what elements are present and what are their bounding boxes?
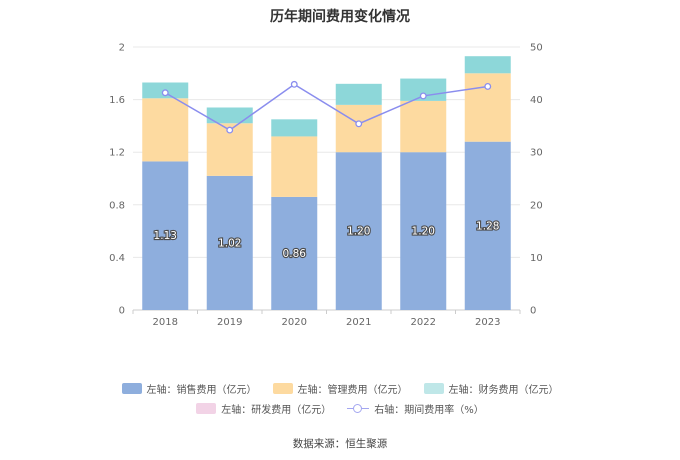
line-point bbox=[484, 82, 492, 90]
legend-label-rnd: 左轴：研发费用（亿元） bbox=[221, 404, 332, 416]
y-right-tick-label: 10 bbox=[530, 253, 543, 264]
line-point bbox=[419, 92, 427, 100]
legend-label-sales: 左轴：销售费用（亿元） bbox=[146, 384, 257, 396]
x-tick-label: 2020 bbox=[282, 317, 307, 328]
bar-data-label: 1.20 bbox=[347, 226, 370, 238]
legend-swatch-admin bbox=[272, 382, 293, 394]
bar-segment-2 bbox=[464, 56, 511, 74]
legend-item-rnd[interactable]: 左轴：研发费用（亿元） bbox=[196, 401, 331, 416]
y-left-tick-label: 1.2 bbox=[109, 148, 125, 159]
bar-segment-0 bbox=[142, 161, 189, 310]
bar-segment-0 bbox=[400, 152, 447, 310]
legend-row-2: 左轴：研发费用（亿元） 右轴：期间费用率（%） bbox=[0, 398, 680, 418]
legend-swatch-rnd bbox=[196, 402, 217, 414]
line-point bbox=[161, 89, 169, 97]
bar-segment-2 bbox=[335, 83, 382, 105]
x-tick-label: 2023 bbox=[475, 317, 500, 328]
bar-data-label: 1.02 bbox=[218, 237, 241, 249]
x-tick-label: 2022 bbox=[411, 317, 436, 328]
bar-data-label: 1.20 bbox=[412, 226, 435, 238]
bar-segment-0 bbox=[464, 141, 511, 310]
line-point bbox=[226, 126, 234, 134]
y-left-tick-label: 1.6 bbox=[109, 95, 125, 106]
legend-item-finance[interactable]: 左轴：财务费用（亿元） bbox=[423, 381, 559, 396]
chart-title: 历年期间费用变化情况 bbox=[270, 9, 410, 25]
bar-data-label: 0.86 bbox=[283, 248, 307, 260]
y-left-tick-label: 2 bbox=[119, 43, 125, 54]
bar-segment-1 bbox=[142, 98, 189, 162]
legend-swatch-finance bbox=[423, 382, 444, 394]
x-tick-label: 2021 bbox=[346, 317, 371, 328]
bar-segment-0 bbox=[271, 196, 318, 310]
y-right-tick-label: 0 bbox=[530, 306, 536, 317]
y-right-tick-label: 20 bbox=[530, 200, 543, 211]
source-note: 数据来源：恒生聚源 bbox=[292, 438, 388, 450]
legend-label-finance: 左轴：财务费用（亿元） bbox=[448, 384, 559, 396]
bar-segment-0 bbox=[335, 152, 382, 310]
legend-item-admin[interactable]: 左轴：管理费用（亿元） bbox=[272, 381, 408, 396]
x-tick-label: 2019 bbox=[217, 317, 242, 328]
y-left-tick-label: 0 bbox=[119, 306, 125, 317]
bar-data-label: 1.28 bbox=[476, 220, 499, 232]
y-right-tick-label: 40 bbox=[530, 95, 543, 106]
y-left-tick-label: 0.8 bbox=[109, 200, 125, 211]
x-tick-label: 2018 bbox=[153, 317, 178, 328]
line-series-0 bbox=[164, 83, 488, 131]
legend-item-sales[interactable]: 左轴：销售费用（亿元） bbox=[121, 381, 257, 396]
bar-segment-1 bbox=[400, 100, 447, 153]
legend-label-rate: 右轴：期间费用率（%） bbox=[374, 404, 484, 416]
y-right-tick-label: 30 bbox=[530, 148, 543, 159]
line-point bbox=[355, 120, 363, 128]
legend-label-admin: 左轴：管理费用（亿元） bbox=[297, 384, 408, 396]
bar-segment-1 bbox=[271, 136, 318, 197]
bar-segment-0 bbox=[206, 175, 253, 310]
bar-segment-2 bbox=[400, 78, 447, 101]
y-right-tick-label: 50 bbox=[530, 43, 543, 54]
legend-row-1: 左轴：销售费用（亿元） 左轴：管理费用（亿元） 左轴：财务费用（亿元） bbox=[0, 378, 680, 398]
bar-segment-2 bbox=[271, 119, 318, 137]
line-point bbox=[290, 80, 298, 88]
legend-swatch-rate bbox=[347, 403, 370, 414]
bar-data-label: 1.13 bbox=[154, 230, 177, 242]
bar-segment-1 bbox=[335, 104, 382, 153]
legend-item-rate[interactable]: 右轴：期间费用率（%） bbox=[347, 401, 484, 416]
bar-segment-2 bbox=[206, 107, 253, 124]
legend: 左轴：销售费用（亿元） 左轴：管理费用（亿元） 左轴：财务费用（亿元） 左轴：研… bbox=[0, 378, 680, 418]
legend-swatch-sales bbox=[121, 382, 142, 394]
y-left-tick-label: 0.4 bbox=[109, 253, 125, 264]
